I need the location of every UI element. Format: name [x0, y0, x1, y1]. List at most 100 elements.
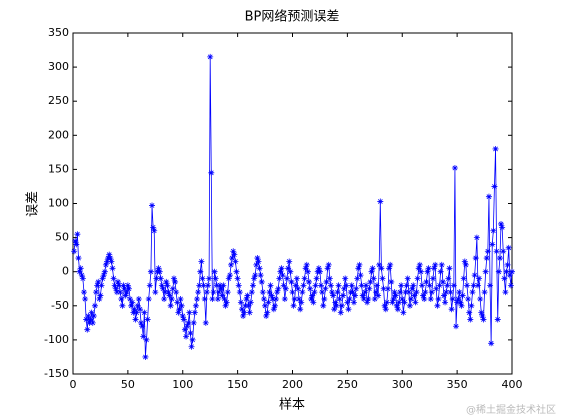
- point-marker: [342, 275, 349, 282]
- point-marker: [326, 275, 333, 282]
- point-marker: [468, 302, 475, 309]
- point-marker: [437, 268, 444, 275]
- point-marker: [405, 289, 412, 296]
- x-tick-label: 250: [337, 378, 358, 391]
- point-marker: [395, 299, 402, 306]
- point-marker: [360, 295, 367, 302]
- point-marker: [323, 278, 330, 285]
- point-marker: [158, 282, 165, 289]
- y-tick-label: -100: [44, 333, 69, 346]
- point-marker: [386, 265, 393, 272]
- point-marker: [168, 295, 175, 302]
- point-marker: [421, 295, 428, 302]
- point-marker: [180, 316, 187, 323]
- point-marker: [337, 309, 344, 316]
- point-marker: [127, 295, 134, 302]
- point-marker: [123, 289, 130, 296]
- point-marker: [439, 278, 446, 285]
- point-marker: [329, 289, 336, 296]
- point-marker: [195, 289, 202, 296]
- point-marker: [206, 275, 213, 282]
- y-tick-label: -50: [51, 299, 69, 312]
- point-marker: [85, 313, 92, 320]
- point-marker: [294, 285, 301, 292]
- point-marker: [275, 285, 282, 292]
- point-marker: [242, 302, 249, 309]
- x-tick-label: 50: [121, 378, 135, 391]
- point-marker: [223, 299, 230, 306]
- point-marker: [73, 241, 80, 248]
- point-marker: [258, 278, 265, 285]
- point-marker: [191, 309, 198, 316]
- point-marker: [143, 336, 150, 343]
- point-marker: [412, 299, 419, 306]
- point-marker: [415, 265, 422, 272]
- point-marker: [198, 258, 205, 265]
- point-marker: [460, 275, 467, 282]
- point-marker: [483, 255, 490, 262]
- point-marker: [379, 275, 386, 282]
- point-marker: [167, 302, 174, 309]
- y-tick-label: 100: [48, 197, 69, 210]
- point-marker: [472, 255, 479, 262]
- point-marker: [333, 302, 340, 309]
- point-marker: [190, 319, 197, 326]
- point-marker: [247, 299, 254, 306]
- point-marker: [476, 275, 483, 282]
- point-marker: [378, 265, 385, 272]
- point-marker: [325, 261, 332, 268]
- x-tick-label: 100: [172, 378, 193, 391]
- point-marker: [280, 282, 287, 289]
- point-marker: [487, 282, 494, 289]
- point-marker: [235, 282, 242, 289]
- point-marker: [296, 295, 303, 302]
- point-marker: [161, 295, 168, 302]
- point-marker: [278, 265, 285, 272]
- point-marker: [350, 299, 357, 306]
- point-marker: [262, 302, 269, 309]
- point-marker: [429, 275, 436, 282]
- point-marker: [458, 302, 465, 309]
- point-marker: [370, 275, 377, 282]
- point-marker: [229, 255, 236, 262]
- point-marker: [153, 275, 160, 282]
- point-marker: [83, 316, 90, 323]
- point-marker: [293, 275, 300, 282]
- point-marker: [374, 282, 381, 289]
- point-marker: [457, 299, 464, 306]
- point-marker: [150, 224, 157, 231]
- point-marker: [446, 265, 453, 272]
- point-marker: [269, 295, 276, 302]
- point-marker: [102, 261, 109, 268]
- point-marker: [406, 302, 413, 309]
- point-marker: [409, 285, 416, 292]
- point-marker: [413, 289, 420, 296]
- point-marker: [259, 289, 266, 296]
- point-marker: [94, 282, 101, 289]
- point-marker: [119, 302, 126, 309]
- point-marker: [170, 275, 177, 282]
- point-marker: [502, 289, 509, 296]
- point-marker: [144, 316, 151, 323]
- point-marker: [365, 295, 372, 302]
- point-marker: [355, 265, 362, 272]
- point-marker: [114, 278, 121, 285]
- point-marker: [453, 323, 460, 330]
- point-marker: [321, 295, 328, 302]
- point-marker: [316, 268, 323, 275]
- point-marker: [491, 183, 498, 190]
- point-marker: [248, 289, 255, 296]
- point-marker: [76, 268, 83, 275]
- point-marker: [163, 278, 170, 285]
- point-marker: [371, 295, 378, 302]
- point-marker: [184, 323, 191, 330]
- point-marker: [442, 299, 449, 306]
- point-marker: [341, 285, 348, 292]
- point-marker: [356, 261, 363, 268]
- point-marker: [249, 282, 256, 289]
- point-marker: [427, 295, 434, 302]
- point-marker: [86, 319, 93, 326]
- point-marker: [382, 306, 389, 313]
- point-marker: [481, 289, 488, 296]
- point-marker: [505, 244, 512, 251]
